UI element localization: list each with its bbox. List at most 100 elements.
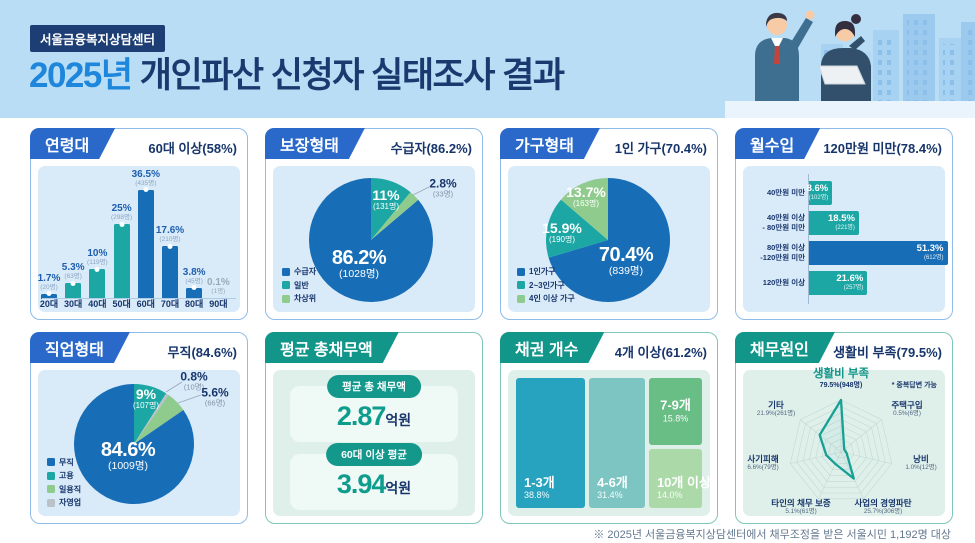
treemap-block-label: 10개 이상 14.0% [656,474,711,501]
stat-card-pill: 평균 총 채무액 [327,375,421,398]
header-illustration [725,10,975,118]
legend-label: 일반 [294,280,309,290]
panel-debt-total: 평균 총채무액 평균 총 채무액 2.87억원 60대 이상 평균 3.94억원 [265,332,483,524]
bar-60대 [137,187,154,299]
stat-unit: 억원 [385,480,412,496]
row-label: 40만원 이상 - 80만원 미만 [762,213,805,232]
legend-item-수급자: 수급자 [282,266,316,277]
stat-card-number: 3.94억원 [290,469,458,500]
bar-count-label: (102명) [808,195,829,202]
stat-card-pill: 60대 이상 평균 [326,443,422,466]
radar-axis-label-2: 주택구입 0.5%(6명) [891,400,923,418]
treemap-block-label: 4-6개 31.4% [597,474,628,501]
radar-grid-ring [815,425,867,476]
legend-label: 일용직 [59,484,82,494]
survey-footnote: ※ 2025년 서울금융복지상담센터에서 채무조정을 받은 서울시민 1,192… [593,529,951,541]
x-axis-line [42,298,236,299]
bar-value-label: 3.8% [182,266,206,278]
label-leader-line [177,394,202,404]
bar-value-label: 0.1% [206,277,230,289]
pie-slice-1인가구 [548,178,670,302]
x-axis-label: 90대 [209,299,228,309]
bar-50대 [113,221,130,299]
panel-household: 가구형태 1인 가구(70.4%) 70.4% (839명) 15.9% (190명)… [500,128,718,320]
bar-top-marker [70,280,76,286]
radar-axis-label-5: 타인의 채무 보증 5.1%(61명) [771,498,831,516]
pie-svg [309,178,434,302]
stat-card-1: 평균 총 채무액 2.87억원 [290,375,458,442]
legend-swatch [282,294,290,303]
legend-label: 자영업 [59,498,82,507]
bar-count-label: (298명) [111,214,133,222]
bar-column-40대: 10% (119명) [84,248,110,299]
bar-value-label: 1.7% [37,273,61,285]
legend: 1인가구 2~3인가구 4인 이상 가구 [517,266,575,304]
treemap-block-7-9개: 7-9개 15.8% [648,378,702,445]
legend-item-4인 이상 가구: 4인 이상 가구 [517,293,575,304]
x-axis-label: 80대 [185,299,204,309]
radar-axis-label-7: 기타 21.9%(261명) [756,400,796,418]
bar-value-label: 36.5% [131,168,160,180]
radar-svg [789,398,893,500]
slice-label-1인가구: 70.4% (839명) [598,244,654,278]
panel-security-ribbon: 보장형태 [265,128,365,159]
stat-unit: 억원 [385,412,412,428]
bar-count-label: (63명) [64,273,82,281]
treemap: 1-3개 38.8% 4-6개 31.4% 7-9개 15.8% 10개 이상 14.0% [516,378,711,508]
hbar-3: 51.3% (612명) [809,241,948,265]
bar-column-80대: 3.8% (45명) [181,267,207,299]
panel-security: 보장형태 수급자(86.2%) 11% (131명) 2.8% (33명) 86.2%(… [265,128,483,320]
bar-column-70대: 17.6% (210명) [156,225,184,299]
pie-slice-4인 이상 가구 [560,178,608,240]
panel-causes: 채무원인 생활비 부족(79.5%) 생활비 부족 79.5%(948명) 주택구입… [735,332,953,524]
bar-count-label: (435명) [135,179,157,187]
pie-slice-2~3인가구 [545,199,608,258]
treemap-block-label: 7-9개 15.8% [660,397,691,424]
stat-card-2: 60대 이상 평균 3.94억원 [290,443,458,510]
man-illustration [755,10,815,101]
pie-slice-수급자 [309,178,434,302]
x-axis-label: 30대 [64,299,83,309]
radar-axis-line [840,419,882,453]
income-bar-chart: 40만원 미만 8.6% (102명) 40만원 이상 - 80만원 미만 18.5%(… [743,166,948,312]
bar-top-marker [46,291,52,297]
page-title-rest: 개인파산 신청자 실태조사 결과 [131,56,565,95]
bar-top-marker [119,221,125,227]
x-axis-label: 40대 [88,299,107,309]
stat-value: 2.87 [336,401,387,431]
radar-axis-label-6: 사기피해 6.6%(79명) [747,454,779,472]
bar-40대 [89,266,106,299]
radar-grid-ring [789,399,893,500]
bar-count-label: (221명) [835,225,855,232]
header-band: 서울금융복지상담센터 2025년 개인파산 신청자 실태조사 결과 [0,0,975,118]
bar-count-label: (1명) [211,288,226,296]
bar-column-90대: 0.1% (1명) [205,277,231,299]
bar-count-label: (45명) [185,277,203,285]
bar-value-label: 5.3% [61,262,85,274]
bar-count-label: (119명) [87,259,108,267]
radar-grid-ring [828,438,854,465]
pie-svg [545,178,670,302]
bar-top-marker [143,187,149,192]
panel-debt-total-ribbon: 평균 총채무액 [265,332,399,363]
pie-slice-무직 [74,384,195,504]
creditors-treemap: 1-3개 38.8% 4-6개 31.4% 7-9개 15.8% 10개 이상 14.0% [508,370,711,516]
multiple-answers-note: * 중복답변 가능 [891,382,937,389]
legend-swatch [282,267,290,276]
bar-value-label: 10% [87,248,108,260]
bar-count-label: (210명) [159,236,181,244]
legend-item-2~3인가구: 2~3인가구 [517,280,575,291]
legend-label: 수급자 [294,267,317,276]
radar-axis-line [790,451,842,464]
legend-item-1인가구: 1인가구 [517,266,575,277]
legend-swatch [517,294,525,303]
legend: 무직 고용 일용직 자영업 [47,457,81,509]
bar-value-label: 25% [111,203,132,215]
legend-item-차상위: 차상위 [282,293,316,304]
legend-swatch [47,485,55,493]
stat-value: 3.94 [336,469,387,499]
radar-grid-ring [796,406,886,494]
slice-label-무직: 84.6% (1009명) [100,439,156,473]
org-badge: 서울금융복지상담센터 [30,25,166,52]
